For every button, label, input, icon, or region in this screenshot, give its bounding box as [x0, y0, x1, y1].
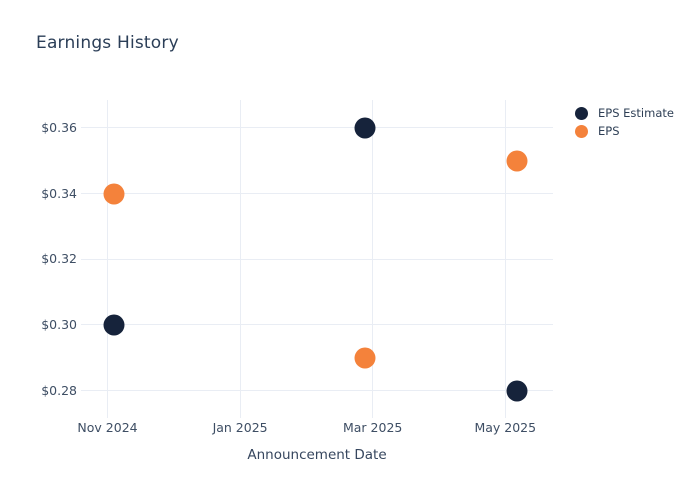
y-gridline — [81, 193, 553, 195]
y-gridline — [81, 390, 553, 392]
x-gridline — [107, 100, 109, 418]
legend-label: EPS — [598, 124, 620, 138]
legend-item-eps[interactable]: EPS — [575, 122, 674, 140]
y-gridline — [81, 324, 553, 326]
y-tick-label: $0.32 — [41, 251, 77, 267]
x-gridline — [504, 100, 506, 418]
data-point-eps-estimate[interactable] — [354, 117, 376, 139]
x-axis-title: Announcement Date — [247, 447, 387, 463]
y-gridline — [81, 127, 553, 129]
y-tick-label: $0.36 — [41, 119, 77, 135]
y-tick-label: $0.28 — [41, 382, 77, 398]
x-tick-label: Nov 2024 — [77, 420, 138, 435]
legend: EPS Estimate EPS — [575, 104, 674, 140]
eps-marker-icon — [575, 124, 588, 138]
data-point-eps[interactable] — [506, 150, 528, 172]
x-tick-label: Mar 2025 — [342, 420, 403, 435]
x-gridline — [239, 100, 241, 418]
legend-item-eps-estimate[interactable]: EPS Estimate — [575, 104, 674, 122]
plot-area — [81, 100, 553, 418]
legend-label: EPS Estimate — [598, 106, 674, 120]
x-tick-label: May 2025 — [474, 420, 537, 435]
x-gridline — [372, 100, 374, 418]
data-point-eps[interactable] — [103, 183, 125, 205]
data-point-eps-estimate[interactable] — [506, 380, 528, 402]
y-gridline — [81, 258, 553, 260]
data-point-eps[interactable] — [354, 347, 376, 369]
y-tick-label: $0.30 — [41, 316, 77, 332]
data-point-eps-estimate[interactable] — [103, 314, 125, 336]
x-tick-label: Jan 2025 — [212, 420, 268, 435]
y-tick-label: $0.34 — [41, 185, 77, 201]
eps-estimate-marker-icon — [575, 106, 588, 120]
chart-title: Earnings History — [36, 33, 179, 53]
